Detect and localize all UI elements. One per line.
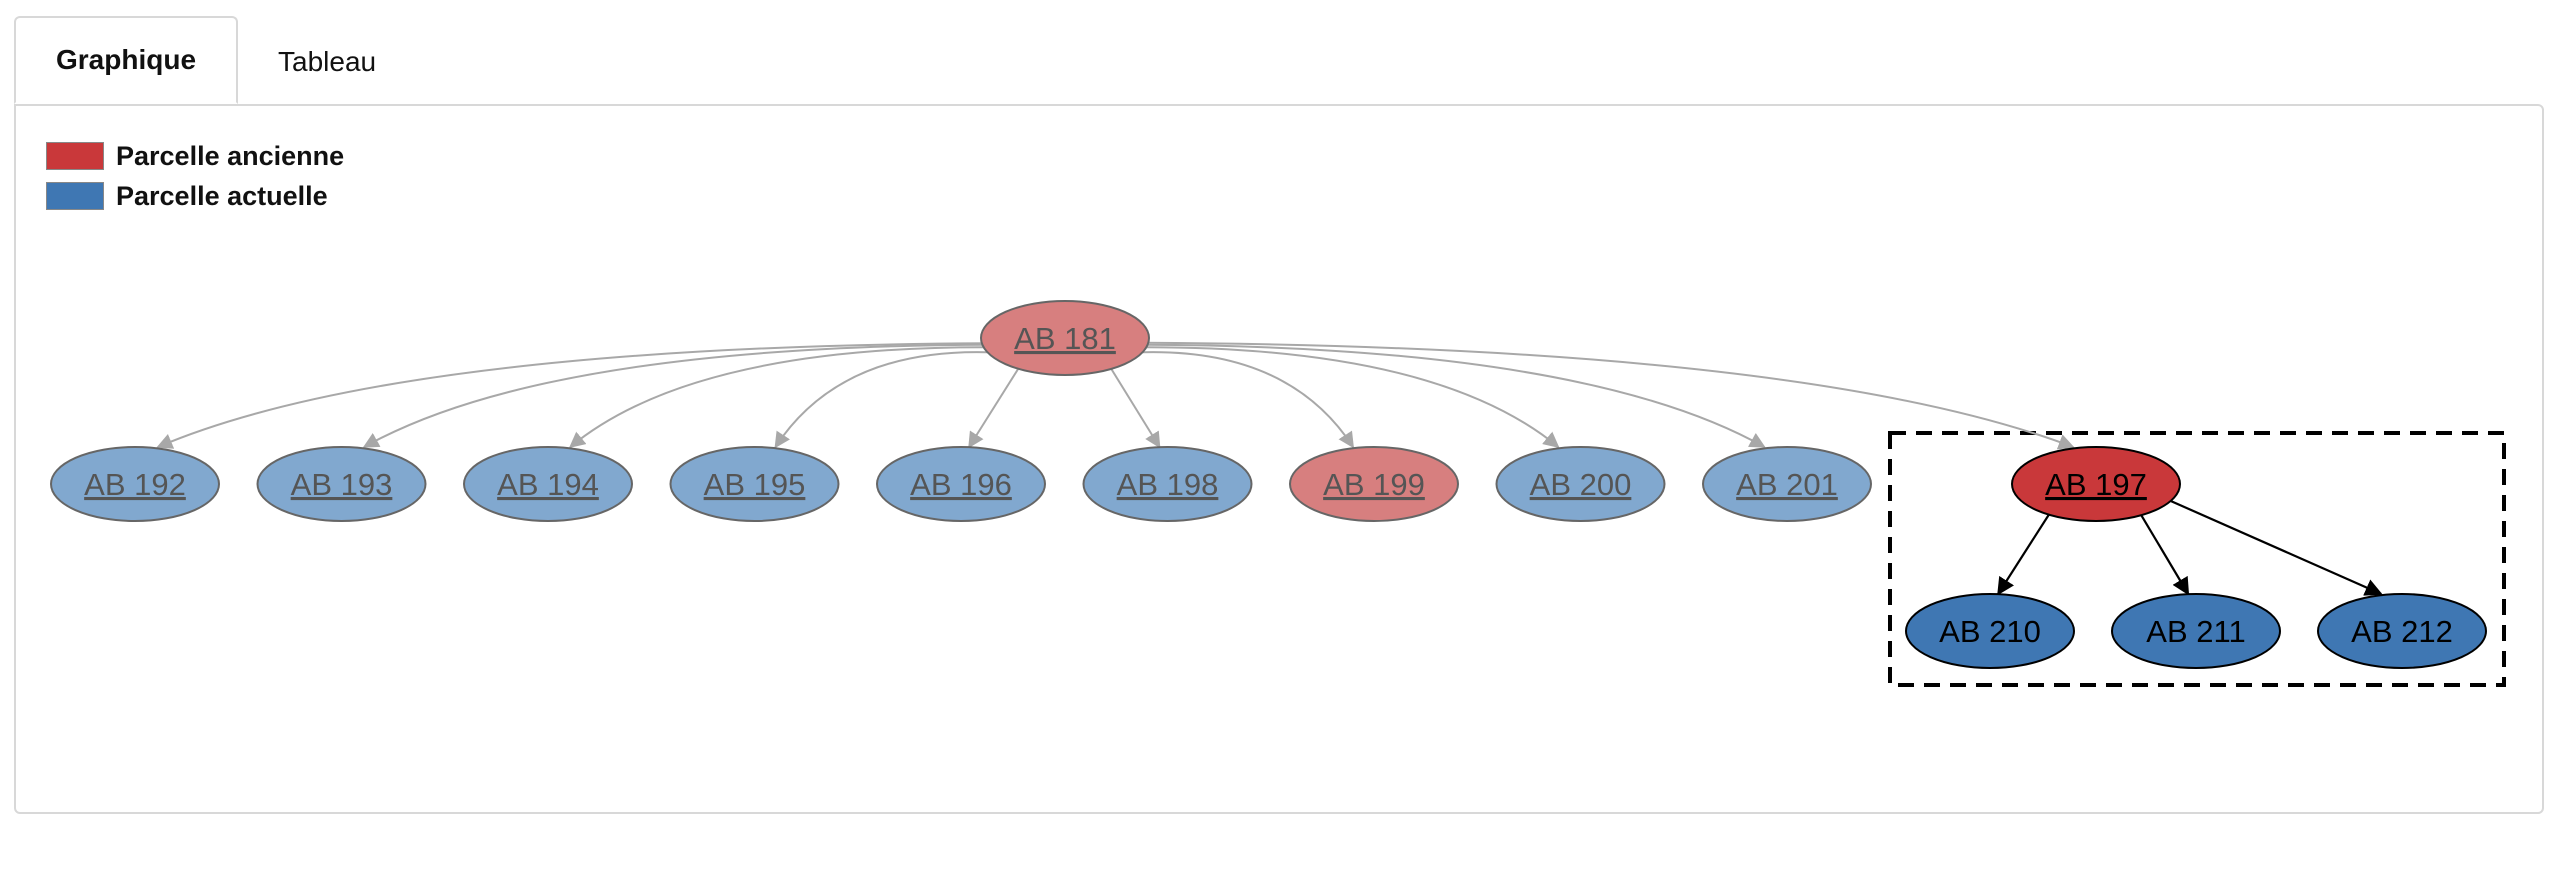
legend-label-old: Parcelle ancienne: [116, 140, 345, 171]
node-label: AB 212: [2351, 614, 2453, 649]
node-ab-193[interactable]: AB 193: [256, 446, 427, 522]
node-ellipse: [463, 446, 633, 522]
node-ab-197[interactable]: AB 197: [2011, 446, 2181, 522]
node-ab-211[interactable]: AB 211: [2111, 593, 2281, 669]
legend-label-current: Parcelle actuelle: [116, 180, 328, 211]
selection-box: [1888, 431, 2506, 687]
node-ellipse: [2011, 446, 2181, 522]
edge-n181-n195: [774, 351, 996, 449]
node-ellipse: [2317, 593, 2487, 669]
node-ab-200[interactable]: AB 200: [1495, 446, 1666, 522]
edge-n181-n196: [968, 365, 1022, 449]
node-label: AB 211: [2146, 614, 2245, 649]
node-ellipse: [256, 446, 427, 522]
node-label: AB 192: [84, 467, 186, 502]
legend-item-old: Parcelle ancienne: [46, 136, 344, 176]
node-ab-195[interactable]: AB 195: [669, 446, 840, 522]
edge-n197-n212: [2165, 497, 2383, 596]
graph-edges: [156, 341, 2383, 596]
node-ellipse: [1702, 446, 1872, 522]
node-ab-212[interactable]: AB 212: [2317, 593, 2487, 669]
node-label: AB 200: [1530, 467, 1632, 502]
node-ab-194[interactable]: AB 194: [463, 446, 633, 522]
node-label: AB 196: [910, 467, 1012, 502]
node-label: AB 210: [1939, 614, 2041, 649]
node-ellipse: [1289, 446, 1459, 522]
node-ab-201[interactable]: AB 201: [1702, 446, 1872, 522]
node-label: AB 181: [1014, 321, 1116, 356]
node-ellipse: [1082, 446, 1253, 522]
legend: Parcelle ancienne Parcelle actuelle: [46, 136, 344, 216]
graph-nodes: AB 181 AB 192 AB 193 AB 194 AB 195 AB 196 AB 1…: [50, 300, 2487, 669]
legend-swatch-old: [46, 142, 104, 170]
edge-n181-n193: [362, 343, 990, 448]
edge-n197-n211: [2138, 511, 2190, 596]
node-ab-181[interactable]: AB 181: [980, 300, 1150, 376]
node-ellipse: [980, 300, 1150, 376]
node-label: AB 199: [1323, 467, 1425, 502]
legend-item-current: Parcelle actuelle: [46, 176, 344, 216]
edge-n181-n192: [156, 342, 989, 449]
node-ab-192[interactable]: AB 192: [50, 446, 220, 522]
node-label: AB 195: [704, 467, 806, 502]
node-ellipse: [50, 446, 220, 522]
edge-n181-n194: [568, 346, 991, 449]
legend-swatch-current: [46, 182, 104, 210]
node-label: AB 194: [497, 467, 599, 502]
node-ab-196[interactable]: AB 196: [876, 446, 1046, 522]
node-ab-198[interactable]: AB 198: [1082, 446, 1253, 522]
edge-n181-n200: [1139, 346, 1560, 449]
tab-graphique[interactable]: Graphique: [14, 16, 239, 104]
node-ellipse: [669, 446, 840, 522]
node-ab-210[interactable]: AB 210: [1905, 593, 2075, 669]
edge-n197-n210: [1997, 511, 2052, 596]
node-ellipse: [2111, 593, 2281, 669]
edge-n181-n198: [1108, 365, 1161, 449]
node-ellipse: [1495, 446, 1666, 522]
node-ab-199[interactable]: AB 199: [1289, 446, 1459, 522]
node-label: AB 198: [1117, 467, 1219, 502]
node-ellipse: [1905, 593, 2075, 669]
edge-n181-n197: [1141, 341, 2075, 450]
tab-bar: Graphique Tableau: [14, 16, 416, 104]
edge-n181-n199: [1134, 351, 1354, 449]
tab-tableau[interactable]: Tableau: [278, 46, 377, 77]
node-label: AB 197: [2045, 467, 2147, 502]
node-label: AB 201: [1736, 467, 1838, 502]
node-ellipse: [876, 446, 1046, 522]
edge-n181-n201: [1140, 343, 1766, 448]
node-label: AB 193: [291, 467, 393, 502]
